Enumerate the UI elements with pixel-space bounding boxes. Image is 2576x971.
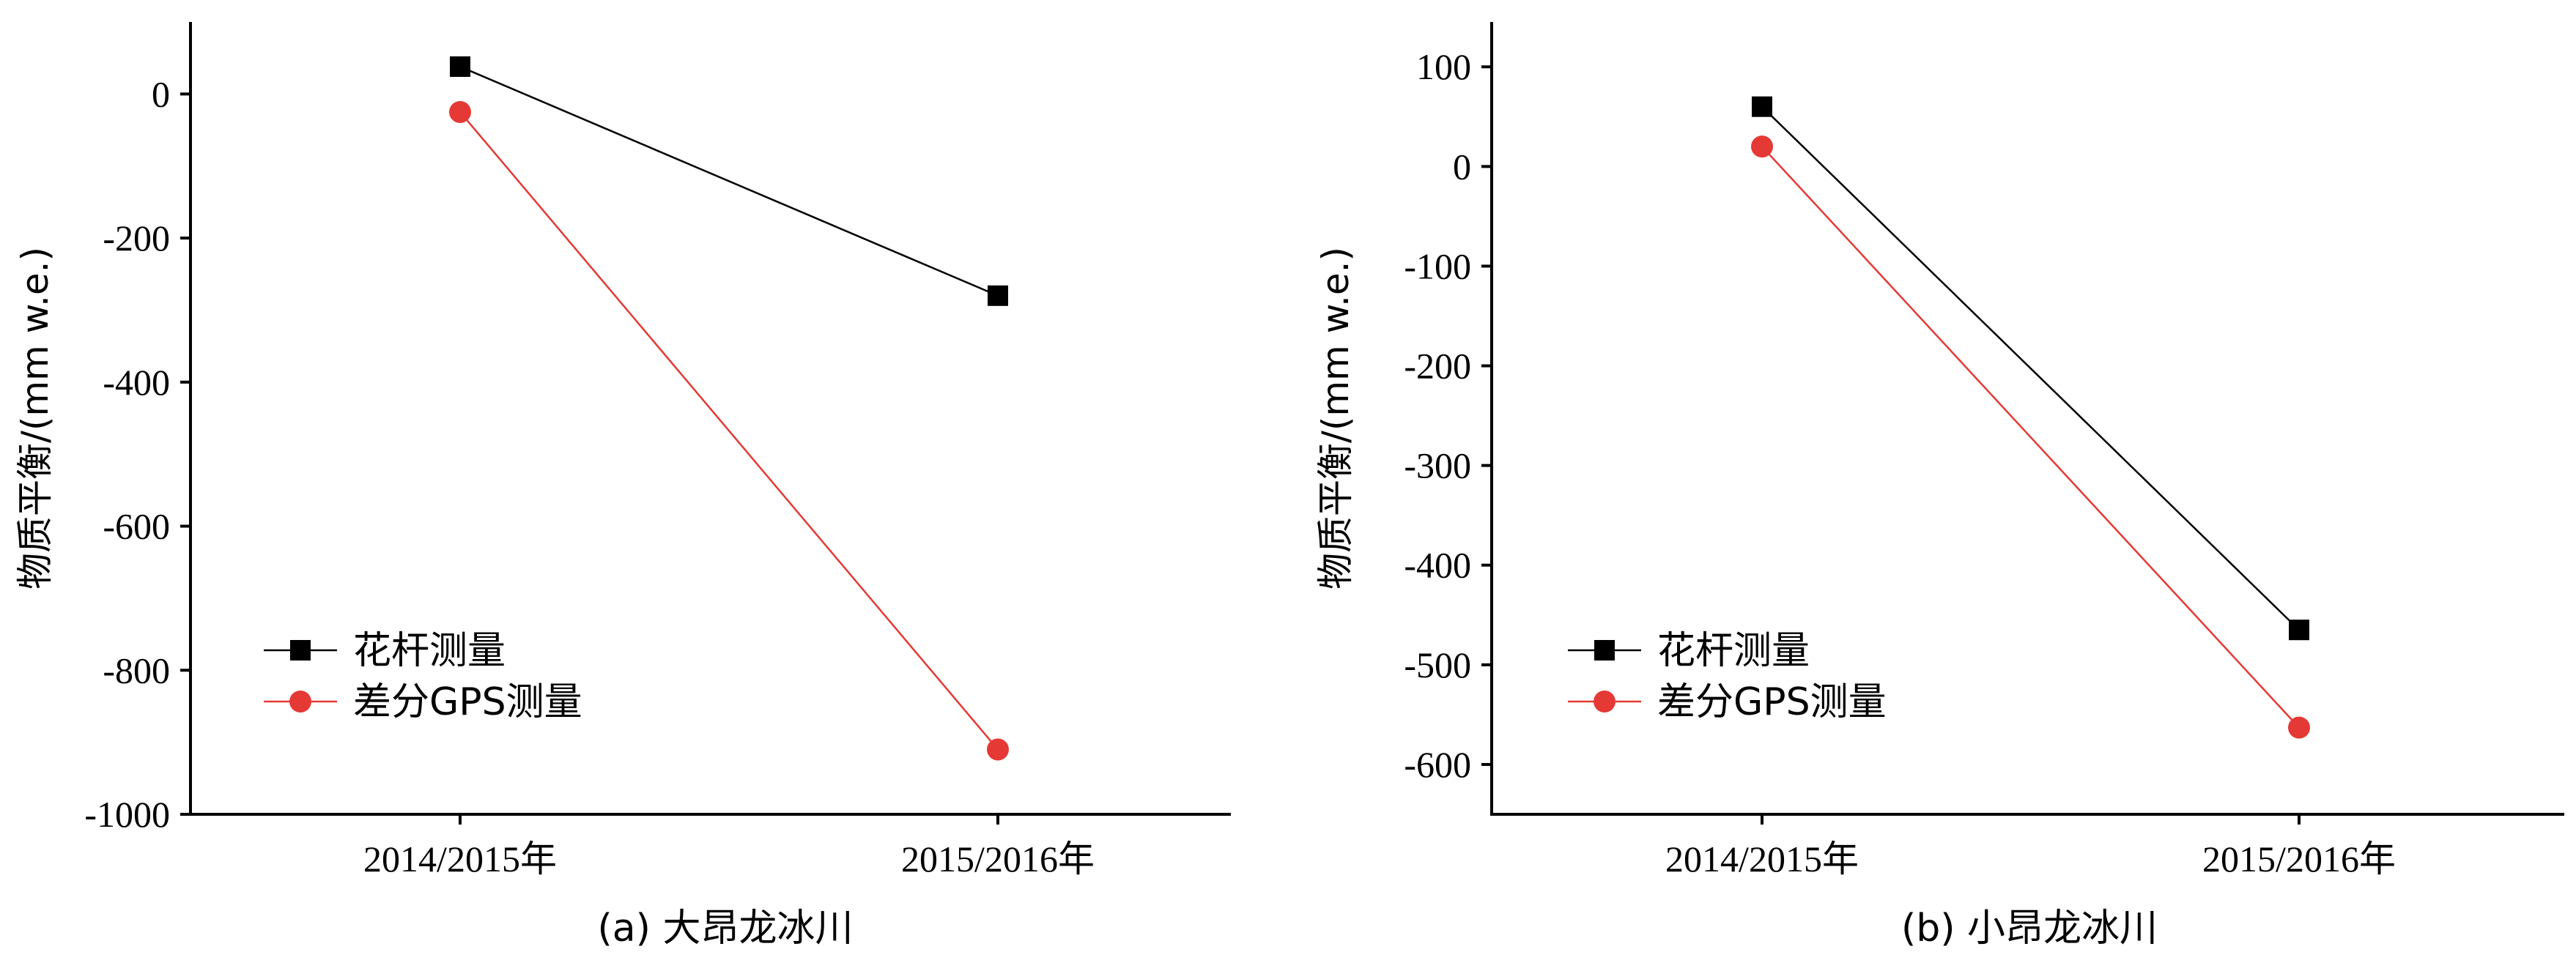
y-tick-label: -200 (1404, 346, 1471, 387)
y-tick-label: -100 (1404, 245, 1471, 286)
y-axis-title: 物质平衡/(mm w.e.) (14, 247, 56, 589)
y-tick-label: -500 (1404, 644, 1471, 685)
data-point-square (988, 285, 1008, 306)
data-point-square (1752, 96, 1772, 117)
y-tick-label: 100 (1416, 46, 1471, 87)
legend-label: 花杆测量 (353, 629, 506, 673)
y-tick-label: -600 (1404, 744, 1471, 785)
chart-caption: (a) 大昂龙冰川 (598, 907, 854, 950)
y-tick-label: 0 (1453, 146, 1471, 187)
legend-label: 差分GPS测量 (353, 680, 582, 724)
y-tick-label: -200 (103, 217, 170, 258)
data-point-circle (449, 100, 471, 123)
data-point-circle (1751, 135, 1773, 158)
y-tick-label: 0 (152, 73, 170, 114)
series-line (1761, 105, 2300, 631)
legend-marker-square (290, 640, 311, 661)
y-tick-label: -1000 (84, 794, 170, 835)
series-line (459, 65, 999, 297)
chart-panel-b: 100 0 -100 -200 -300 -400 -500 -600 2014/2015年 20… (1314, 22, 2564, 950)
x-tick-label: 2015/2016年 (901, 838, 1095, 879)
x-tick-label: 2015/2016年 (2202, 838, 2396, 879)
data-point-circle (987, 738, 1009, 761)
y-tick-label: -400 (1404, 545, 1471, 586)
chart-caption: (b) 小昂龙冰川 (1901, 907, 2158, 950)
chart-panel-a: 0 -200 -400 -600 -800 -1000 2014/2015年 2015/201… (14, 22, 1231, 950)
y-axis-title: 物质平衡/(mm w.e.) (1314, 247, 1357, 589)
series-line (459, 111, 999, 751)
legend-marker-square (1594, 640, 1615, 661)
series-line (1761, 146, 2300, 729)
legend-label: 差分GPS测量 (1657, 680, 1887, 724)
y-tick-label: -400 (103, 362, 170, 403)
y-tick-label: -300 (1404, 445, 1471, 486)
y-tick-label: -800 (103, 650, 170, 691)
legend-marker-circle (1594, 691, 1615, 713)
data-point-square (450, 56, 470, 77)
x-tick-label: 2014/2015年 (363, 838, 557, 879)
data-point-square (2289, 620, 2309, 641)
data-point-circle (2288, 716, 2310, 739)
x-tick-label: 2014/2015年 (1665, 838, 1859, 879)
legend-label: 花杆测量 (1657, 629, 1810, 673)
y-tick-label: -600 (103, 506, 170, 547)
legend-marker-circle (289, 691, 311, 713)
